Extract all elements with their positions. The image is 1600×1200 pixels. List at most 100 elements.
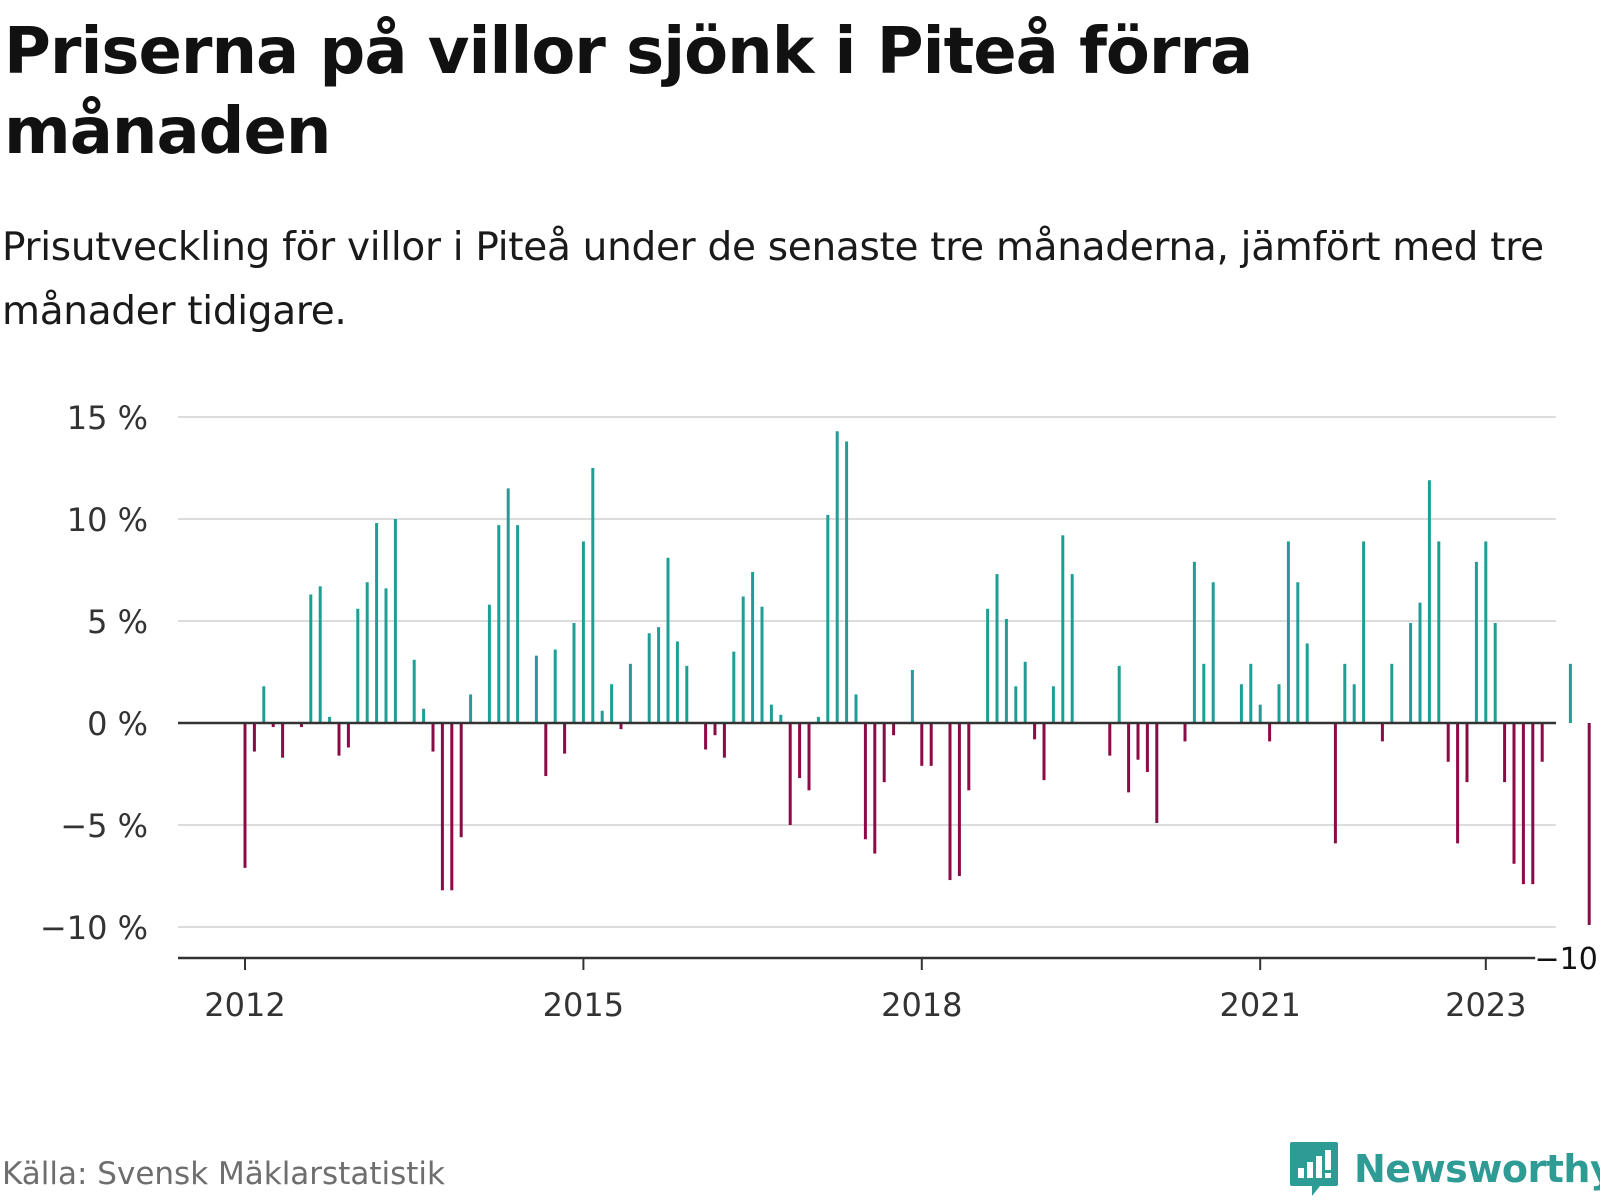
- bar: [1568, 663, 1572, 723]
- bar: [741, 596, 745, 723]
- chart-subtitle: Prisutveckling för villor i Piteå under …: [2, 225, 1544, 334]
- bar: [1418, 602, 1422, 723]
- bar: [1051, 686, 1055, 723]
- bar: [816, 716, 820, 723]
- bar: [1249, 663, 1253, 723]
- bar: [1333, 723, 1337, 844]
- bar: [1493, 623, 1497, 723]
- bar: [1465, 723, 1469, 783]
- bar: [751, 572, 755, 723]
- bar: [835, 431, 839, 723]
- bar: [1192, 561, 1196, 723]
- bar: [1390, 663, 1394, 723]
- bar: [534, 655, 538, 723]
- x-axis: 2012 2015 2018 2021 2023 −10 %: [178, 721, 1600, 1024]
- bar: [1004, 618, 1008, 723]
- bar: [920, 723, 924, 766]
- bar: [967, 723, 971, 791]
- y-tick-label: 5 %: [87, 603, 148, 641]
- bar: [318, 586, 322, 723]
- y-axis-labels: 15 % 10 % 5 % 0 % −5 % −10 %: [40, 399, 148, 947]
- bar: [807, 723, 811, 791]
- bar: [1023, 661, 1027, 723]
- bar: [1070, 574, 1074, 723]
- bar: [281, 723, 285, 758]
- bar: [769, 704, 773, 723]
- bar: [497, 525, 501, 723]
- bar: [356, 608, 360, 723]
- bar: [713, 723, 717, 736]
- bar: [553, 649, 557, 723]
- bar: [957, 723, 961, 876]
- bar-chart: 15 % 10 % 5 % 0 % −5 % −10 % 2012 2015 2018 2021…: [40, 399, 1600, 1024]
- bar: [1183, 723, 1187, 742]
- bar: [732, 651, 736, 723]
- bar: [459, 723, 463, 838]
- bar: [1446, 723, 1450, 762]
- last-value-label: −10 %: [1535, 942, 1600, 977]
- bar: [1042, 723, 1046, 781]
- bar: [1343, 663, 1347, 723]
- bar: [422, 708, 426, 723]
- bar: [1305, 643, 1309, 723]
- bar: [375, 523, 379, 723]
- x-tick-label: 2023: [1445, 986, 1526, 1024]
- bar: [393, 519, 397, 723]
- bar: [854, 694, 858, 723]
- x-tick-label: 2012: [204, 986, 285, 1024]
- bar: [1202, 663, 1206, 723]
- bar: [1136, 723, 1140, 760]
- bar: [544, 723, 548, 777]
- bar: [1155, 723, 1159, 823]
- bar: [1145, 723, 1149, 772]
- bar: [1061, 535, 1065, 723]
- bar: [1117, 665, 1121, 723]
- newsworthy-logo[interactable]: Newsworthy: [1288, 1138, 1600, 1200]
- bar: [675, 641, 679, 723]
- bar: [271, 723, 275, 728]
- bar: [1512, 723, 1516, 864]
- bar: [581, 541, 585, 723]
- bar: [722, 723, 726, 758]
- bar: [1127, 723, 1131, 793]
- bar: [1014, 686, 1018, 723]
- bar: [995, 574, 999, 723]
- bar: [1531, 723, 1535, 885]
- bar: [1503, 723, 1507, 783]
- y-tick-label: 10 %: [67, 501, 148, 539]
- newsworthy-logo-icon: [1290, 1142, 1338, 1196]
- x-tick-label: 2021: [1219, 986, 1300, 1024]
- bar: [826, 514, 830, 723]
- bar: [1277, 684, 1281, 723]
- bar: [262, 686, 266, 723]
- bar: [863, 723, 867, 840]
- y-tick-label: −10 %: [40, 909, 148, 947]
- bar: [469, 694, 473, 723]
- bar: [1437, 541, 1441, 723]
- bar: [910, 669, 914, 723]
- bar: [845, 441, 849, 723]
- bar: [666, 557, 670, 723]
- bar: [882, 723, 886, 783]
- bar: [563, 723, 567, 754]
- bar: [365, 582, 369, 723]
- bar: [600, 710, 604, 723]
- bar: [1296, 582, 1300, 723]
- bar: [1239, 684, 1243, 723]
- bar: [647, 633, 651, 723]
- bar: [346, 723, 350, 748]
- bar: [1108, 723, 1112, 756]
- bar: [1521, 723, 1525, 885]
- bar: [1033, 723, 1037, 740]
- bar: [450, 723, 454, 891]
- bar: [685, 665, 689, 723]
- bar: [431, 723, 435, 752]
- bar: [412, 659, 416, 723]
- bar: [243, 723, 247, 868]
- bar: [788, 723, 792, 825]
- bar: [986, 608, 990, 723]
- y-tick-label: 15 %: [67, 399, 148, 437]
- bar: [309, 594, 313, 723]
- bar: [704, 723, 708, 750]
- source-note: Källa: Svensk Mäklarstatistik: [2, 1156, 445, 1192]
